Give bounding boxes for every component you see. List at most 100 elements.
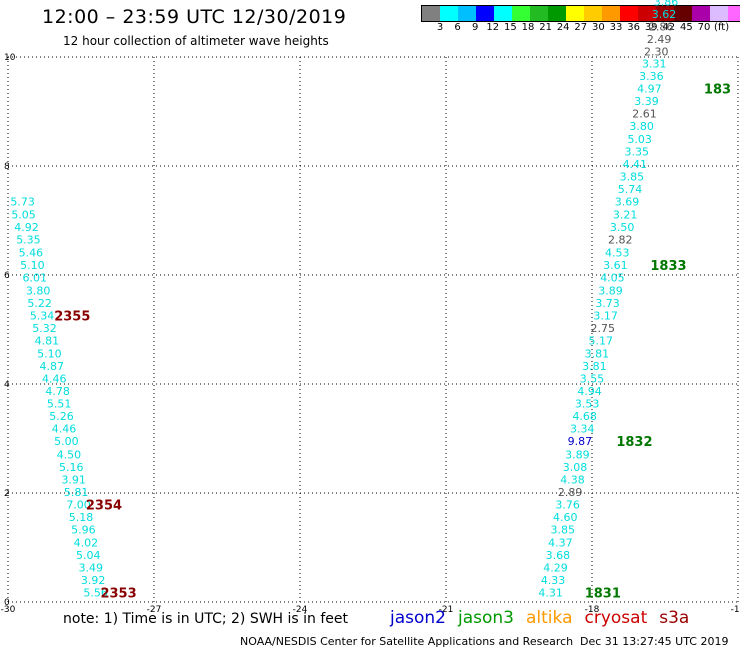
data-point-label: 5.32 [32,322,57,335]
scale-label: 27 [574,22,588,33]
data-point-label: 4.68 [572,410,597,423]
data-point-label: 2.61 [632,108,657,121]
data-point-label: 3.85 [551,524,576,537]
data-point-label: 4.05 [600,272,625,285]
data-point-label: 5.05 [11,209,36,222]
data-point-label: 3.89 [598,284,623,297]
data-point-label: 5.34 [30,309,55,322]
data-point-label: 5.10 [37,347,62,360]
data-point-label: 3.80 [26,284,51,297]
data-point-label: 3.55 [580,373,605,386]
scale-swatch [710,6,728,21]
data-point-label: 3.81 [582,360,607,373]
data-point-label: 3.85 [620,170,645,183]
data-point-label: 4.38 [560,473,585,486]
scale-swatch [548,6,566,21]
scale-label: 21 [539,22,552,33]
data-point-label: 3.69 [615,195,640,208]
scale-swatch [530,6,548,21]
scale-label: 30 [592,22,605,33]
data-point-label: 4.50 [57,448,82,461]
data-point-label: 3.91 [61,473,86,486]
data-point-label: 3.53 [575,398,600,411]
scale-swatch [458,6,476,21]
scale-label: 70 [697,22,711,33]
satellite-legend: jason2 jason3 altika cryosat s3a [390,608,689,628]
data-point-label: 3.08 [563,461,588,474]
y-tick-label: 4 [4,380,10,390]
scale-swatch [476,6,494,21]
scale-swatch [512,6,530,21]
data-point-label: 3.49 [78,562,103,575]
notes-text: note: 1) Time is in UTC; 2) SWH is in fe… [63,611,349,627]
y-tick-label: 10 [4,53,16,63]
x-tick-label: -27 [147,605,162,615]
data-point-label: 7.00 [66,498,91,511]
data-point-label: 5.51 [47,398,72,411]
data-point-label: 5.56 [83,587,108,600]
legend-item-altika: altika [526,608,573,628]
data-point-label: 3.81 [585,347,610,360]
data-point-label: 3.92 [81,574,106,587]
data-point-label: 6.01 [23,272,48,285]
data-point-label: 3.17 [593,309,618,322]
scale-swatch [584,6,602,21]
x-tick-label: -21 [439,605,454,615]
credit-text: NOAA/NESDIS Center for Satellite Applica… [240,635,574,648]
x-tick-label: -24 [293,605,308,615]
scale-swatch [602,6,620,21]
data-point-label: 5.81 [64,486,89,499]
scale-swatch [494,6,512,21]
data-point-label: 3.31 [642,58,667,71]
scale-label: 39 [644,22,658,33]
scale-swatch [620,6,638,21]
y-tick-label: 8 [4,162,10,172]
data-point-label: 2.89 [558,486,583,499]
page-title: 12:00 – 23:59 UTC 12/30/2019 [42,6,347,28]
legend-item-jason2: jason2 [390,608,446,628]
data-point-label: 3.39 [634,95,659,108]
scale-label: 18 [521,22,535,33]
data-point-label: 5.35 [16,234,41,247]
data-point-label: 5.17 [589,334,614,347]
data-point-label: 2.49 [647,33,672,46]
data-point-label: 4.46 [52,423,77,436]
scale-swatch [674,6,692,21]
scale-swatch [728,6,740,21]
data-point-label: 3.61 [603,259,628,272]
data-point-label: 9.87 [568,435,593,448]
data-point-label: 4.29 [543,562,568,575]
scale-label: 6 [454,22,461,33]
y-tick-label: 6 [4,271,10,281]
y-tick-label: 0 [4,598,10,608]
scale-swatch [422,6,440,21]
scale-label: 3 [436,22,444,33]
data-point-label: 3.89 [565,448,590,461]
pass-time-label: 1831 [585,587,621,602]
data-point-label: 4.41 [623,158,648,171]
data-point-label: 5.73 [10,195,35,208]
data-point-label: 4.53 [605,247,630,260]
pass-time-label: 2355 [54,309,90,324]
pass-time-label: 1832 [616,435,652,450]
data-point-label: 5.00 [54,435,79,448]
data-point-label: 5.74 [618,183,643,196]
data-point-label: 5.16 [59,461,84,474]
data-point-label: 3.35 [625,145,650,158]
data-point-label: 4.60 [553,511,578,524]
x-tick-label: -30 [1,605,16,615]
data-point-label: 5.46 [19,247,44,260]
data-point-label: 5.10 [20,259,45,272]
data-point-label: 3.62 [652,8,677,21]
data-point-label: 3.36 [639,70,664,83]
data-point-label: 5.03 [627,133,652,146]
scale-label: 15 [504,22,517,33]
data-point-label: 3.68 [546,549,571,562]
scale-label: (ft) [714,22,730,33]
data-point-label: 5.96 [71,524,96,537]
data-point-label: 3.34 [570,423,595,436]
scale-label: 24 [556,22,570,33]
data-point-label: 4.31 [538,587,563,600]
timestamp-text: Dec 31 13:27:45 UTC 2019 [580,635,729,648]
